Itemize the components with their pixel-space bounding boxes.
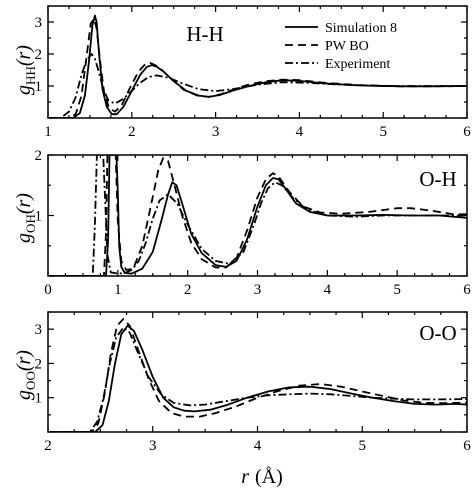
x-tick-label: 2: [128, 124, 136, 140]
xlabel: r (Å): [241, 466, 283, 488]
y-tick-label: 3: [35, 322, 43, 338]
x-tick-label: 3: [149, 438, 157, 454]
y-tick-label: 1: [35, 79, 43, 95]
legend-label-pwbo: PW BO: [325, 39, 369, 54]
x-tick-label: 5: [393, 282, 401, 298]
series-line-dashed: [48, 318, 467, 432]
legend: Simulation 8 PW BO Experiment: [285, 21, 397, 72]
x-tick-label: 2: [44, 438, 52, 454]
x-tick-label: 4: [296, 124, 304, 140]
x-tick-label: 1: [114, 282, 122, 298]
panel-label-oo: O-O: [419, 321, 456, 345]
x-tick-label: 5: [379, 124, 387, 140]
y-tick-label: 2: [35, 356, 43, 372]
panel-label-oh: O-H: [419, 167, 456, 191]
legend-label-simulation: Simulation 8: [325, 21, 397, 36]
plot-frame: [47, 5, 468, 119]
y-tick-label: 2: [35, 148, 43, 164]
series-line-dashdot: [48, 326, 467, 432]
y-tick-label: 2: [35, 47, 43, 63]
x-tick-label: 1: [44, 124, 52, 140]
x-tick-label: 4: [324, 282, 332, 298]
y-tick-label: 1: [35, 391, 43, 407]
x-tick-label: 3: [254, 282, 262, 298]
ylabel-oh: gOH(r): [13, 193, 38, 243]
panel-hh: 1 2 3 4 5 6 1 2 3: [35, 5, 471, 140]
legend-label-experiment: Experiment: [325, 57, 390, 72]
series-line-solid: [48, 324, 467, 432]
y-tick-label: 3: [35, 15, 43, 31]
panel-label-hh: H-H: [186, 22, 223, 46]
x-tick-label: 6: [463, 438, 471, 454]
x-tick-label: 4: [254, 438, 262, 454]
legend-entry-simulation: Simulation 8: [285, 21, 397, 36]
x-tick-label: 6: [463, 282, 471, 298]
panel-oo: 2 3 4 5 6 1 2 3: [35, 311, 471, 454]
x-tick-label: 6: [463, 124, 471, 140]
plot-frame: [47, 311, 468, 433]
ylabel-hh: gHH(r): [13, 45, 38, 95]
legend-entry-experiment: Experiment: [285, 57, 390, 72]
x-tick-label: 2: [184, 282, 192, 298]
x-tick-label: 0: [44, 282, 52, 298]
panel-oh: 0 1 2 3 4 5 6 1 2: [35, 148, 472, 298]
legend-entry-pwbo: PW BO: [285, 39, 369, 54]
y-tick-label: 1: [35, 209, 43, 225]
x-tick-label: 5: [359, 438, 367, 454]
series-line-dashdot: [48, 155, 467, 276]
x-tick-label: 3: [212, 124, 220, 140]
ylabel-oo: gOO(r): [13, 350, 38, 400]
series-line-dashdot: [48, 53, 467, 118]
series-line-dashed: [48, 17, 467, 118]
series-line-dashed: [48, 155, 467, 276]
series-line-solid: [48, 14, 467, 118]
